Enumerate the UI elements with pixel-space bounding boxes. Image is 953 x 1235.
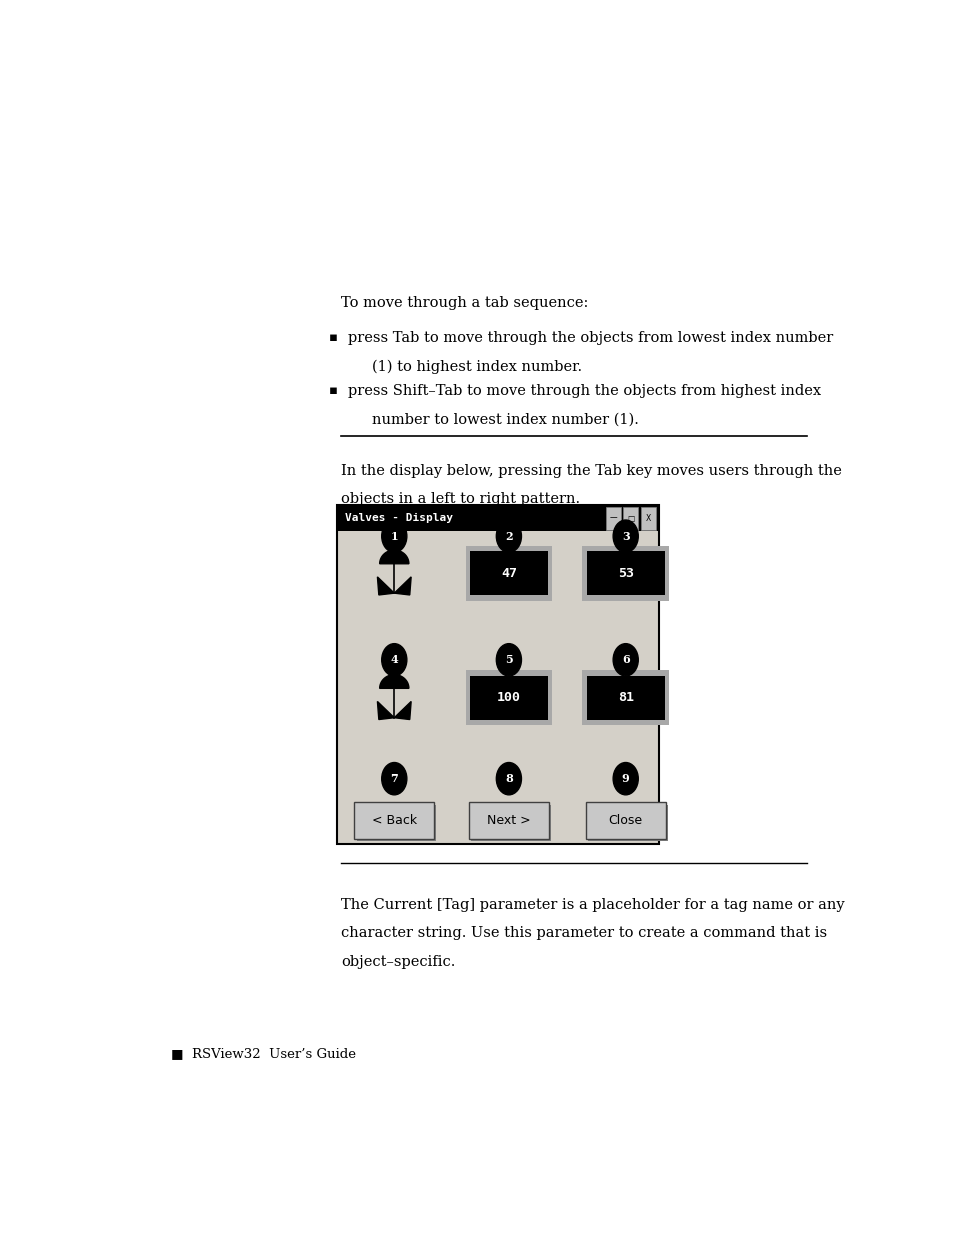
FancyBboxPatch shape [354, 803, 434, 839]
Text: Valves - Display: Valves - Display [344, 513, 453, 524]
Polygon shape [379, 674, 409, 688]
Text: To move through a tab sequence:: To move through a tab sequence: [341, 295, 588, 310]
Circle shape [496, 520, 521, 552]
FancyBboxPatch shape [586, 676, 664, 720]
Text: (1) to highest index number.: (1) to highest index number. [372, 359, 581, 374]
Text: < Back: < Back [372, 814, 416, 827]
Text: Close: Close [608, 814, 642, 827]
Circle shape [613, 762, 638, 795]
Text: In the display below, pressing the Tab key moves users through the: In the display below, pressing the Tab k… [341, 464, 841, 478]
Polygon shape [394, 701, 411, 720]
Text: □: □ [627, 514, 634, 522]
Text: 2: 2 [504, 531, 512, 542]
Text: 100: 100 [497, 692, 520, 704]
Circle shape [381, 762, 406, 795]
Text: 53: 53 [617, 567, 633, 579]
Polygon shape [379, 550, 409, 563]
Text: The Current [Tag] parameter is a placeholder for a tag name or any: The Current [Tag] parameter is a placeho… [341, 898, 843, 911]
FancyBboxPatch shape [582, 546, 668, 601]
FancyBboxPatch shape [356, 805, 436, 841]
Polygon shape [394, 577, 411, 595]
Text: 1: 1 [390, 531, 397, 542]
FancyBboxPatch shape [585, 803, 665, 839]
Polygon shape [377, 701, 394, 720]
FancyBboxPatch shape [640, 506, 656, 530]
Text: object–specific.: object–specific. [341, 955, 455, 968]
Text: objects in a left to right pattern.: objects in a left to right pattern. [341, 493, 579, 506]
Polygon shape [377, 577, 394, 595]
Text: 5: 5 [504, 655, 512, 666]
FancyBboxPatch shape [465, 671, 552, 725]
FancyBboxPatch shape [337, 505, 659, 531]
Text: 9: 9 [621, 773, 629, 784]
Text: X: X [645, 514, 651, 522]
FancyBboxPatch shape [470, 551, 547, 595]
Text: number to lowest index number (1).: number to lowest index number (1). [372, 412, 639, 426]
Text: 81: 81 [617, 692, 633, 704]
Text: 8: 8 [504, 773, 512, 784]
Circle shape [381, 643, 406, 676]
Text: 6: 6 [621, 655, 629, 666]
FancyBboxPatch shape [582, 671, 668, 725]
Circle shape [496, 643, 521, 676]
FancyBboxPatch shape [586, 551, 664, 595]
Circle shape [613, 520, 638, 552]
Text: 4: 4 [390, 655, 397, 666]
Text: ■  RSView32  User’s Guide: ■ RSView32 User’s Guide [171, 1047, 355, 1060]
Text: —: — [609, 514, 617, 522]
FancyBboxPatch shape [337, 505, 659, 845]
FancyBboxPatch shape [471, 805, 551, 841]
Text: 7: 7 [390, 773, 397, 784]
Text: 3: 3 [621, 531, 629, 542]
Circle shape [381, 520, 406, 552]
FancyBboxPatch shape [623, 506, 638, 530]
FancyBboxPatch shape [470, 676, 547, 720]
FancyBboxPatch shape [465, 546, 552, 601]
FancyBboxPatch shape [469, 803, 548, 839]
Circle shape [496, 762, 521, 795]
Text: press Tab to move through the objects from lowest index number: press Tab to move through the objects fr… [348, 331, 833, 345]
Text: ▪: ▪ [329, 331, 338, 343]
Circle shape [613, 643, 638, 676]
Text: ▪: ▪ [329, 384, 338, 396]
FancyBboxPatch shape [605, 506, 619, 530]
Text: press Shift–Tab to move through the objects from highest index: press Shift–Tab to move through the obje… [348, 384, 821, 398]
Text: character string. Use this parameter to create a command that is: character string. Use this parameter to … [341, 926, 826, 940]
FancyBboxPatch shape [587, 805, 667, 841]
Text: 47: 47 [500, 567, 517, 579]
Text: Next >: Next > [487, 814, 530, 827]
